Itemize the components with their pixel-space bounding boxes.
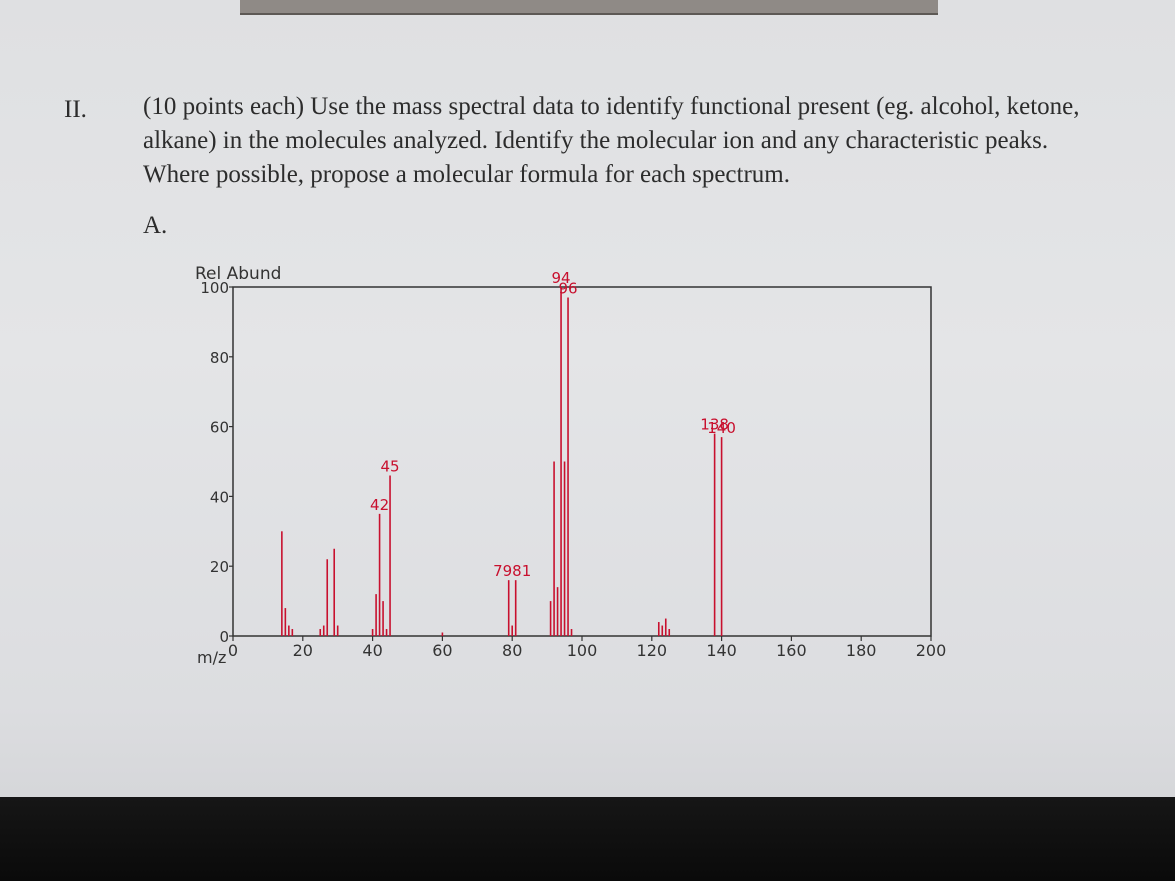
x-tick-label: 0 bbox=[228, 641, 238, 660]
x-tick-label: 140 bbox=[706, 641, 737, 660]
peak-label: 96 bbox=[558, 279, 577, 297]
x-tick-label: 80 bbox=[502, 641, 522, 660]
y-tick-label: 40 bbox=[210, 488, 229, 506]
monitor-bottom-bezel bbox=[0, 797, 1175, 881]
x-tick-label: 200 bbox=[916, 641, 947, 660]
question-number: II. bbox=[64, 96, 87, 123]
x-axis-title: m/z bbox=[197, 648, 226, 667]
part-label: A. bbox=[143, 212, 168, 239]
x-tick-label: 100 bbox=[567, 641, 598, 660]
question-text: (10 points each) Use the mass spectral d… bbox=[143, 93, 1080, 188]
peak-label: 45 bbox=[381, 457, 400, 475]
y-axis-title: Rel Abund bbox=[195, 264, 281, 284]
y-tick-label: 0 bbox=[219, 628, 229, 646]
y-tick-label: 80 bbox=[210, 349, 229, 367]
peak-label: 42 bbox=[370, 496, 389, 514]
x-tick-label: 20 bbox=[293, 641, 313, 660]
x-tick-label: 40 bbox=[362, 641, 382, 660]
y-tick-label: 20 bbox=[210, 558, 229, 576]
peak-label: 140 bbox=[707, 419, 736, 437]
y-tick-label: 60 bbox=[210, 419, 229, 437]
x-tick-label: 160 bbox=[776, 641, 807, 660]
x-tick-label: 180 bbox=[846, 641, 877, 660]
monitor-top-edge bbox=[240, 0, 938, 15]
peak-label: 94 bbox=[552, 269, 571, 287]
x-tick-label: 120 bbox=[637, 641, 668, 660]
y-tick-label: 100 bbox=[200, 279, 229, 297]
plot-frame bbox=[232, 286, 932, 637]
peak-label: 7981 bbox=[493, 562, 531, 580]
peak-label: 138 bbox=[700, 416, 729, 434]
x-tick-label: 60 bbox=[432, 641, 452, 660]
